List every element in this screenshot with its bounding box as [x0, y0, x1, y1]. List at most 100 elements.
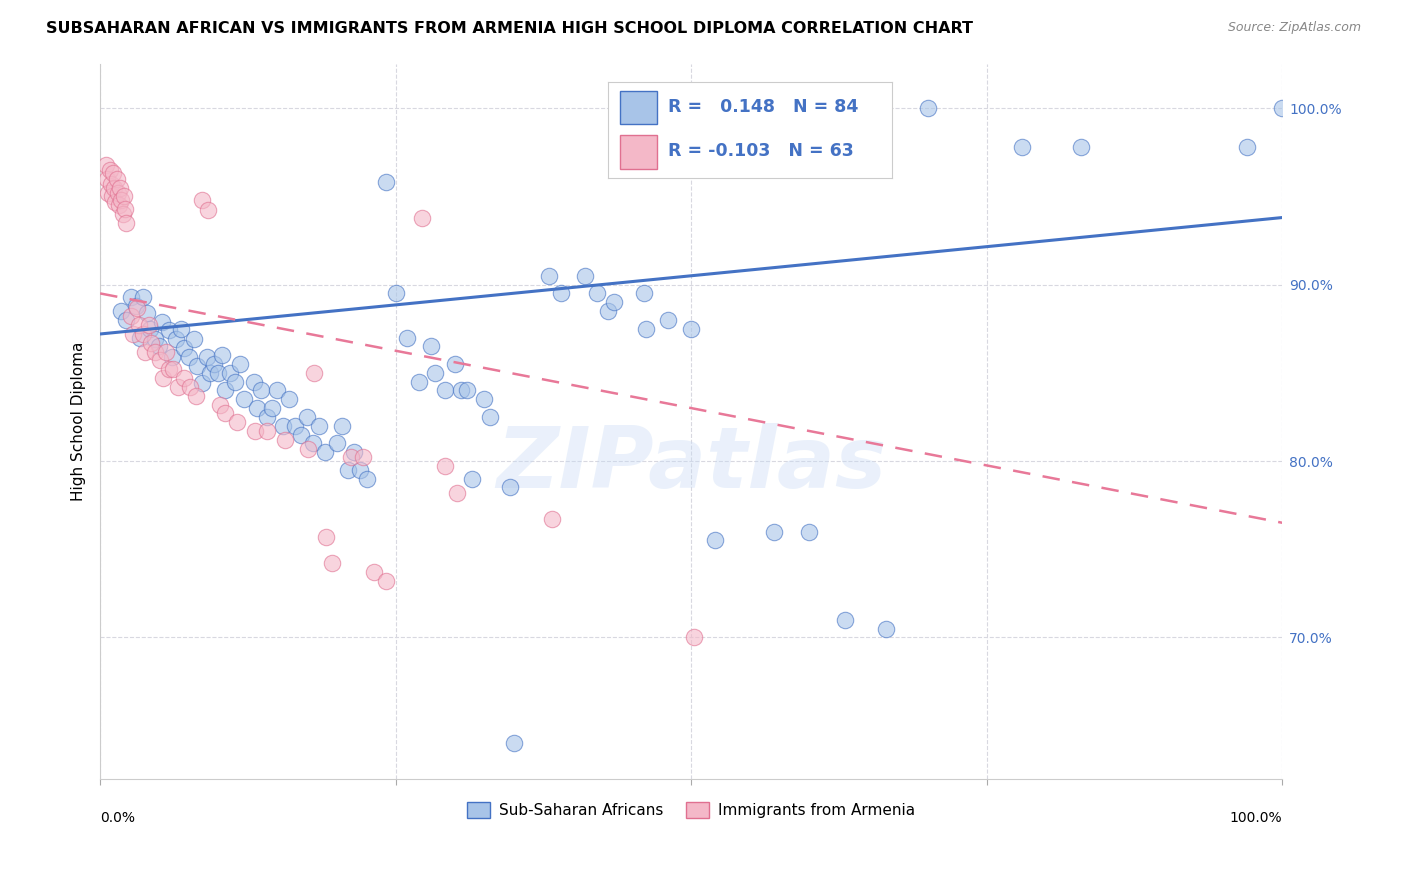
Point — [703, 533, 725, 548]
Point — [136, 306, 159, 320]
Point — [219, 366, 242, 380]
Text: ZIPatlas: ZIPatlas — [496, 423, 886, 506]
Point — [115, 216, 138, 230]
Y-axis label: High School Diploma: High School Diploma — [72, 342, 86, 501]
Point — [1236, 140, 1258, 154]
Point — [138, 318, 160, 333]
Point — [461, 472, 484, 486]
Point — [290, 427, 312, 442]
Point — [375, 574, 398, 588]
Point — [302, 436, 325, 450]
Point — [198, 366, 221, 380]
Point — [103, 180, 125, 194]
Point — [211, 348, 233, 362]
Point — [315, 530, 337, 544]
Point — [228, 357, 250, 371]
Point — [295, 409, 318, 424]
Point — [224, 375, 246, 389]
Point — [799, 524, 821, 539]
Text: 100.0%: 100.0% — [1230, 811, 1282, 825]
Point — [574, 268, 596, 283]
Point — [100, 177, 122, 191]
Point — [120, 310, 142, 324]
Point — [143, 332, 166, 346]
Point — [125, 301, 148, 315]
Point — [308, 418, 330, 433]
Point — [129, 330, 152, 344]
Point — [131, 326, 153, 341]
Point — [256, 424, 278, 438]
Point — [273, 433, 295, 447]
Point — [101, 189, 124, 203]
Text: Source: ZipAtlas.com: Source: ZipAtlas.com — [1227, 21, 1361, 34]
Point — [214, 384, 236, 398]
Point — [297, 442, 319, 456]
Point — [349, 463, 371, 477]
Point — [343, 445, 366, 459]
Point — [278, 392, 301, 407]
Point — [434, 384, 457, 398]
Point — [540, 512, 562, 526]
Point — [384, 286, 406, 301]
Point — [657, 313, 679, 327]
Point — [110, 180, 132, 194]
Point — [538, 268, 561, 283]
Point — [124, 299, 146, 313]
Point — [598, 304, 620, 318]
Point — [375, 175, 398, 189]
Point — [94, 158, 117, 172]
Point — [337, 463, 360, 477]
Point — [423, 366, 446, 380]
Point — [191, 193, 214, 207]
Point — [356, 472, 378, 486]
Point — [143, 344, 166, 359]
Point — [155, 344, 177, 359]
Point — [243, 424, 266, 438]
Point — [875, 622, 897, 636]
Point — [352, 450, 374, 465]
Point — [195, 350, 218, 364]
Point — [173, 341, 195, 355]
Point — [148, 339, 170, 353]
Point — [179, 380, 201, 394]
Point — [184, 389, 207, 403]
Point — [243, 375, 266, 389]
Point — [97, 186, 120, 200]
Point — [1011, 140, 1033, 154]
Point — [226, 415, 249, 429]
Point — [131, 290, 153, 304]
Point — [104, 194, 127, 209]
Point — [917, 101, 939, 115]
Point — [456, 384, 478, 398]
Text: 0.0%: 0.0% — [100, 811, 135, 825]
Point — [332, 418, 354, 433]
Point — [472, 392, 495, 407]
Point — [208, 398, 231, 412]
Point — [325, 436, 347, 450]
Point — [111, 207, 134, 221]
Point — [112, 189, 135, 203]
Point — [169, 321, 191, 335]
Point — [152, 371, 174, 385]
Point — [139, 335, 162, 350]
Point — [762, 524, 785, 539]
Point — [443, 357, 465, 371]
Point — [450, 384, 472, 398]
Point — [177, 350, 200, 364]
Point — [284, 418, 307, 433]
Point — [105, 171, 128, 186]
Point — [1070, 140, 1092, 154]
Point — [420, 339, 443, 353]
Point — [207, 366, 229, 380]
Point — [636, 321, 658, 335]
Point — [150, 315, 173, 329]
Point — [186, 359, 208, 373]
Point — [363, 565, 385, 579]
Point — [273, 418, 295, 433]
Point — [183, 332, 205, 346]
Point — [260, 401, 283, 415]
Point — [139, 321, 162, 335]
Point — [162, 362, 184, 376]
Legend: Sub-Saharan Africans, Immigrants from Armenia: Sub-Saharan Africans, Immigrants from Ar… — [461, 797, 921, 824]
Point — [120, 290, 142, 304]
